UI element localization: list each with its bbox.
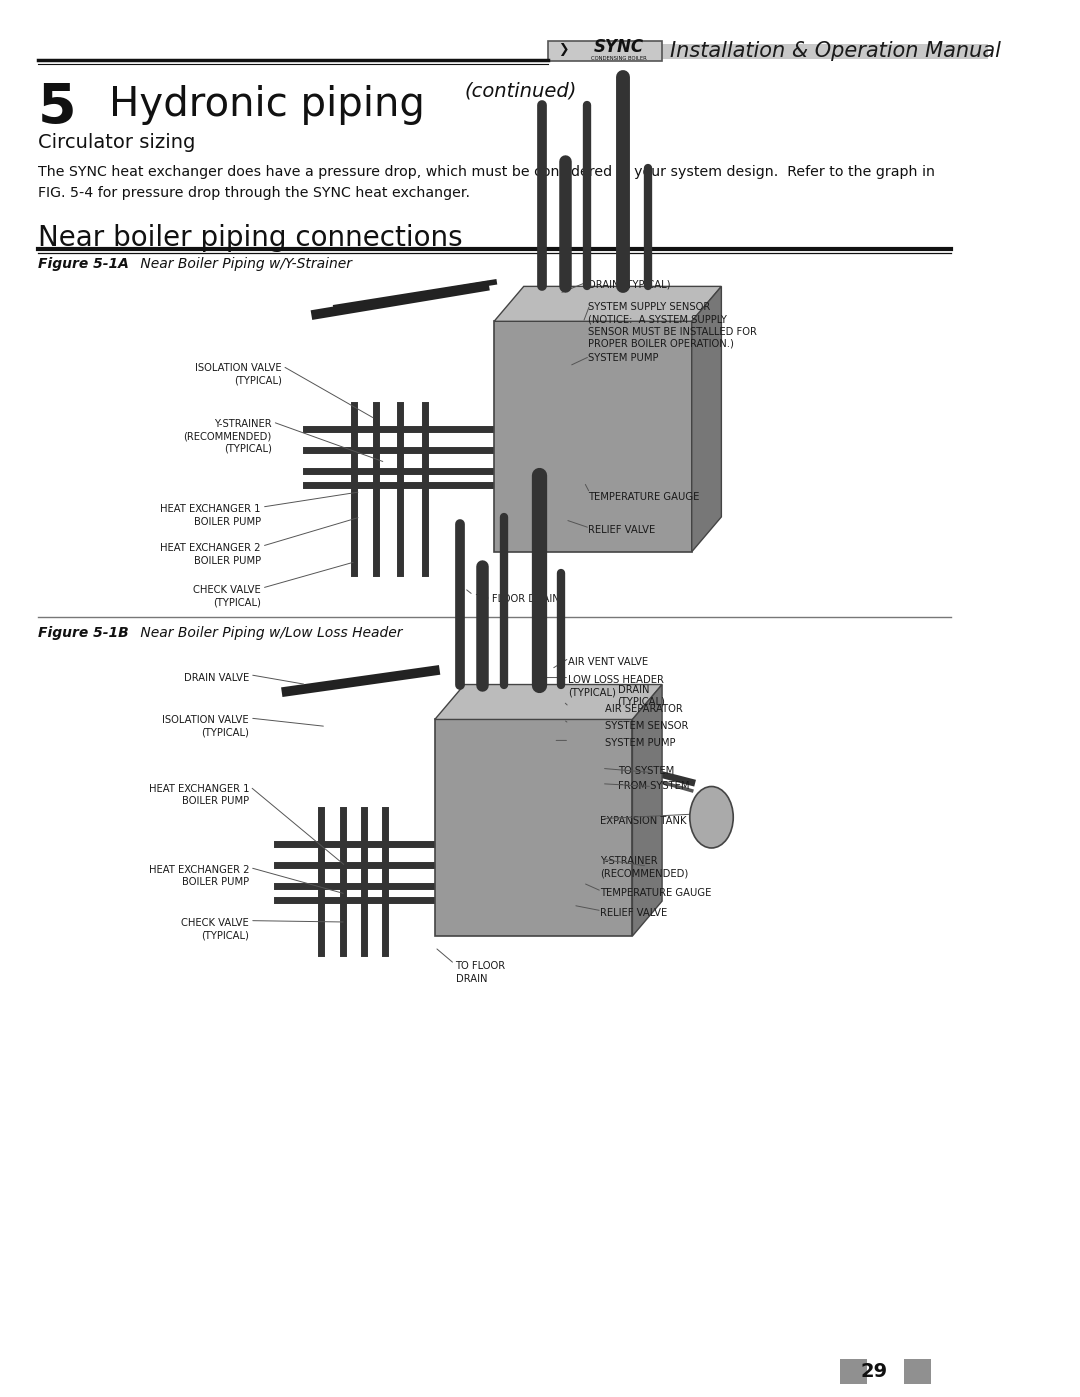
Text: 5: 5 xyxy=(38,81,77,136)
Text: RELIEF VALVE: RELIEF VALVE xyxy=(588,525,656,535)
Text: SYNC: SYNC xyxy=(594,38,644,56)
Polygon shape xyxy=(494,286,721,321)
Polygon shape xyxy=(633,685,662,936)
Text: TEMPERATURE GAUGE: TEMPERATURE GAUGE xyxy=(599,888,712,898)
Bar xyxy=(494,321,691,552)
Text: DRAIN
(TYPICAL): DRAIN (TYPICAL) xyxy=(618,685,665,707)
Text: RELIEF VALVE: RELIEF VALVE xyxy=(599,908,667,918)
Text: Near boiler piping connections: Near boiler piping connections xyxy=(38,224,462,251)
FancyBboxPatch shape xyxy=(549,41,662,61)
Text: Y-STRAINER
(RECOMMENDED): Y-STRAINER (RECOMMENDED) xyxy=(599,856,688,879)
Polygon shape xyxy=(435,685,662,719)
Text: HEAT EXCHANGER 1
BOILER PUMP: HEAT EXCHANGER 1 BOILER PUMP xyxy=(149,784,249,806)
Text: Near Boiler Piping w/Y-Strainer: Near Boiler Piping w/Y-Strainer xyxy=(136,257,352,271)
Text: Installation & Operation Manual: Installation & Operation Manual xyxy=(670,42,1000,61)
Text: 29: 29 xyxy=(861,1362,888,1382)
Text: TO SYSTEM: TO SYSTEM xyxy=(618,766,674,775)
Text: (continued): (continued) xyxy=(464,81,577,101)
Text: ISOLATION VALVE
(TYPICAL): ISOLATION VALVE (TYPICAL) xyxy=(195,363,282,386)
Text: HEAT EXCHANGER 2
BOILER PUMP: HEAT EXCHANGER 2 BOILER PUMP xyxy=(161,543,261,566)
Text: CHECK VALVE
(TYPICAL): CHECK VALVE (TYPICAL) xyxy=(193,585,261,608)
Circle shape xyxy=(690,787,733,848)
Text: Circulator sizing: Circulator sizing xyxy=(38,133,194,152)
Text: Near Boiler Piping w/Low Loss Header: Near Boiler Piping w/Low Loss Header xyxy=(136,626,403,640)
Text: EXPANSION TANK: EXPANSION TANK xyxy=(599,816,686,826)
Bar xyxy=(904,1359,931,1384)
Text: DRAIN VALVE: DRAIN VALVE xyxy=(184,673,249,683)
Bar xyxy=(38,631,950,1013)
Text: HEAT EXCHANGER 2
BOILER PUMP: HEAT EXCHANGER 2 BOILER PUMP xyxy=(149,865,249,887)
Text: Hydronic piping: Hydronic piping xyxy=(109,85,424,126)
Text: TEMPERATURE GAUGE: TEMPERATURE GAUGE xyxy=(588,492,700,502)
Text: Figure 5-1B: Figure 5-1B xyxy=(38,626,129,640)
Text: Figure 5-1A: Figure 5-1A xyxy=(38,257,129,271)
Text: CONDENSING BOILER: CONDENSING BOILER xyxy=(591,56,647,61)
Text: DRAIN (TYPICAL): DRAIN (TYPICAL) xyxy=(588,279,671,289)
Text: AIR SEPARATOR: AIR SEPARATOR xyxy=(605,704,683,714)
Text: SYSTEM SENSOR: SYSTEM SENSOR xyxy=(605,721,688,731)
Text: ISOLATION VALVE
(TYPICAL): ISOLATION VALVE (TYPICAL) xyxy=(162,715,249,738)
Text: FROM SYSTEM: FROM SYSTEM xyxy=(618,781,689,791)
Text: TO FLOOR DRAIN: TO FLOOR DRAIN xyxy=(475,594,561,604)
Polygon shape xyxy=(691,286,721,552)
Bar xyxy=(38,263,950,613)
Text: SYSTEM PUMP: SYSTEM PUMP xyxy=(588,353,659,363)
Text: CHECK VALVE
(TYPICAL): CHECK VALVE (TYPICAL) xyxy=(181,918,249,940)
Text: Y-STRAINER
(RECOMMENDED)
(TYPICAL): Y-STRAINER (RECOMMENDED) (TYPICAL) xyxy=(184,419,272,454)
Text: HEAT EXCHANGER 1
BOILER PUMP: HEAT EXCHANGER 1 BOILER PUMP xyxy=(161,504,261,527)
Bar xyxy=(435,719,633,936)
Text: SYSTEM PUMP: SYSTEM PUMP xyxy=(605,738,675,747)
Text: AIR VENT VALVE: AIR VENT VALVE xyxy=(568,657,648,666)
Bar xyxy=(840,1359,866,1384)
Text: The SYNC heat exchanger does have a pressure drop, which must be considered in y: The SYNC heat exchanger does have a pres… xyxy=(38,165,934,200)
Text: LOW LOSS HEADER
(TYPICAL): LOW LOSS HEADER (TYPICAL) xyxy=(568,675,664,697)
Bar xyxy=(549,45,988,59)
Text: SYSTEM SUPPLY SENSOR
(NOTICE:  A SYSTEM SUPPLY
SENSOR MUST BE INSTALLED FOR
PROP: SYSTEM SUPPLY SENSOR (NOTICE: A SYSTEM S… xyxy=(588,302,757,349)
Text: ❯: ❯ xyxy=(558,43,569,56)
Text: TO FLOOR
DRAIN: TO FLOOR DRAIN xyxy=(456,961,505,983)
